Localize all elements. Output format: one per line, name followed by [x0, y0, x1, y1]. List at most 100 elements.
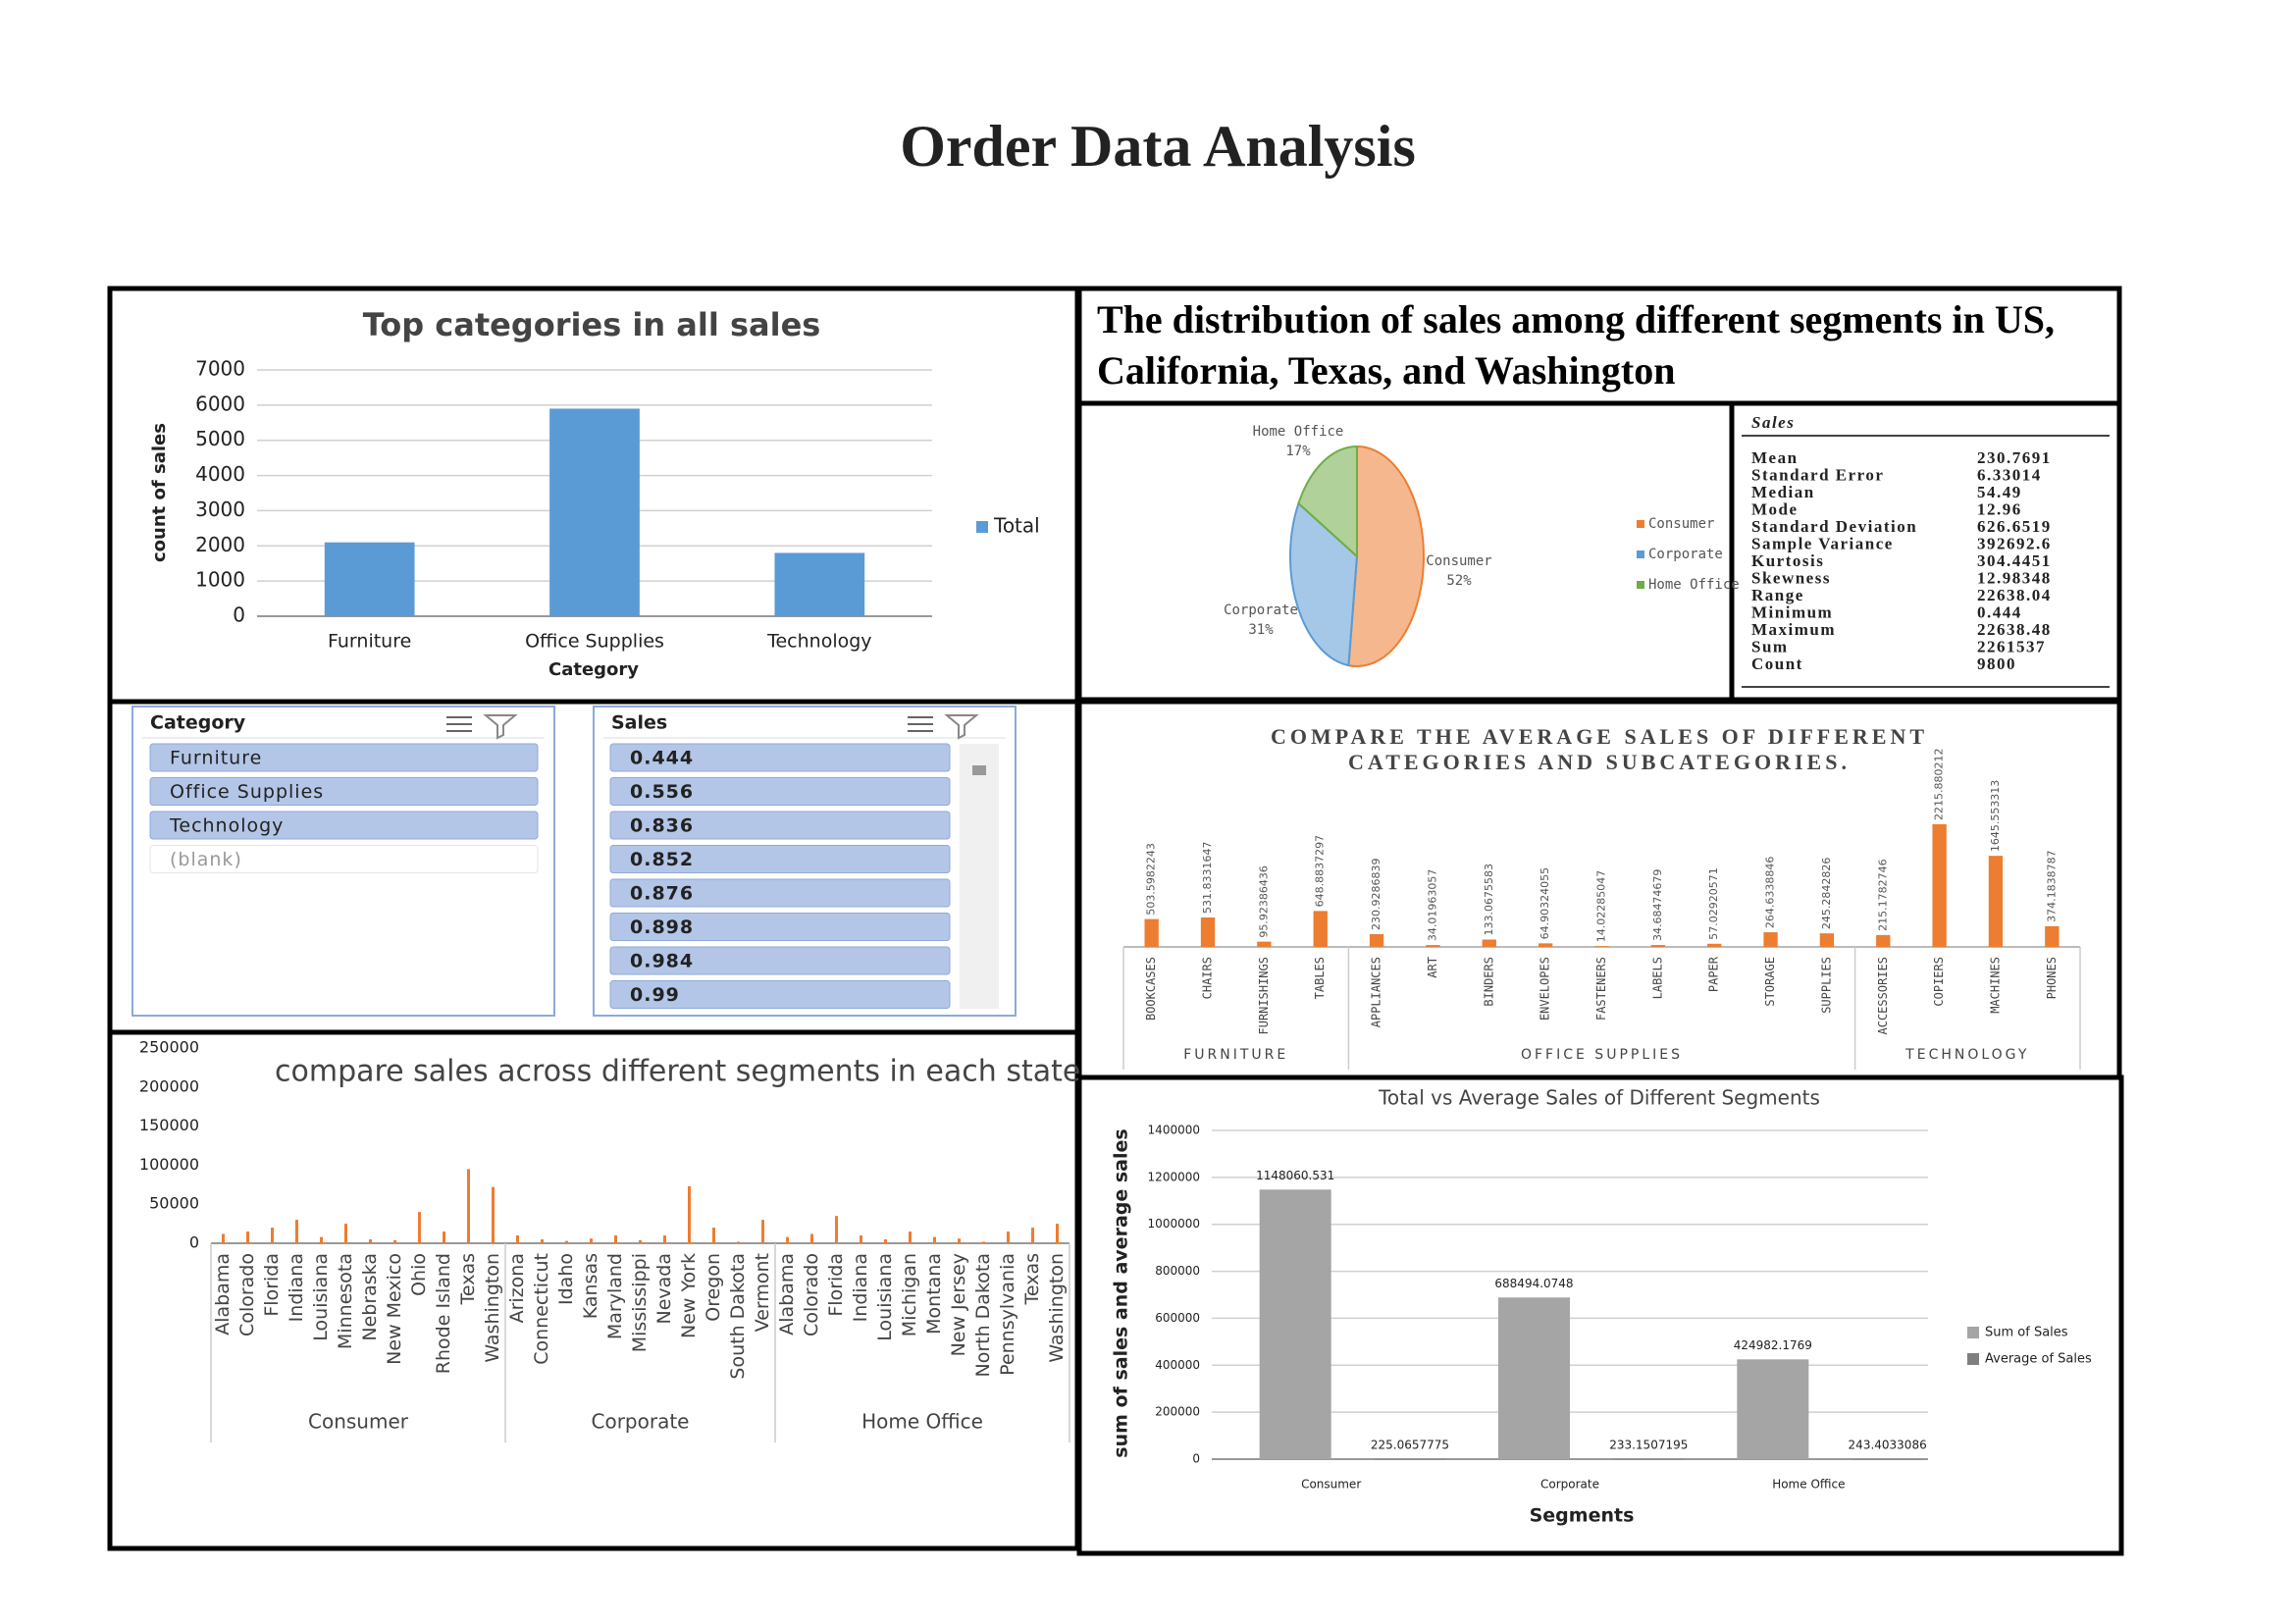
- data-label: 133.0675583: [1483, 864, 1495, 935]
- bar: [1144, 918, 1159, 947]
- slicer-item[interactable]: [149, 743, 539, 772]
- bar: [393, 1239, 396, 1243]
- slicer-item[interactable]: [609, 845, 951, 873]
- slicer-scrollbar[interactable]: [960, 744, 999, 1009]
- x-tick-label: Idaho: [555, 1253, 577, 1305]
- y-tick-label: 150000: [139, 1116, 199, 1134]
- pie-percent: 31%: [1248, 622, 1274, 638]
- data-label: 374.1838787: [2045, 850, 2058, 921]
- x-tick-label: BINDERS: [1482, 957, 1495, 1007]
- x-tick-label: Rhode Island: [433, 1253, 454, 1374]
- slicer-item-label[interactable]: 0.836: [630, 815, 694, 837]
- x-tick-label: PHONES: [2045, 957, 2059, 999]
- bar: [1374, 1458, 1446, 1460]
- slicer-item[interactable]: [149, 777, 539, 806]
- bar: [1369, 933, 1384, 947]
- data-label: 424982.1769: [1734, 1338, 1812, 1352]
- slicer-item-label[interactable]: 0.876: [630, 883, 694, 905]
- y-tick-label: 5000: [195, 427, 245, 450]
- y-tick-label: 400000: [1155, 1358, 1200, 1372]
- legend-swatch: [1637, 520, 1644, 528]
- slicer-item[interactable]: [609, 811, 951, 840]
- bar: [835, 1216, 838, 1243]
- bar: [1007, 1231, 1010, 1243]
- x-tick-label: Furniture: [328, 631, 411, 653]
- bar: [1257, 941, 1272, 947]
- stats-label: Range: [1751, 586, 1804, 604]
- bar: [1876, 934, 1891, 947]
- slicer-item-label[interactable]: 0.556: [630, 781, 694, 803]
- panel-frame: [1076, 1074, 2124, 1556]
- x-tick-label: COPIERS: [1932, 957, 1946, 1007]
- x-tick-label: Oregon: [703, 1253, 724, 1322]
- y-tick-label: 7000: [195, 357, 245, 381]
- bar: [761, 1220, 764, 1243]
- stats-value: 12.98348: [1977, 568, 2052, 587]
- bar: [663, 1235, 666, 1243]
- slicer-scroll-thumb[interactable]: [972, 765, 986, 775]
- slicer-item-label[interactable]: 0.852: [630, 849, 694, 870]
- x-tick-label: Kansas: [580, 1253, 601, 1319]
- x-tick-label: North Dakota: [972, 1253, 994, 1378]
- slicer-item-label[interactable]: Furniture: [170, 748, 262, 769]
- slicer-item-label[interactable]: Technology: [169, 815, 284, 837]
- slicer-multiselect-icon[interactable]: [446, 716, 472, 732]
- y-tick-label: 0: [1192, 1452, 1200, 1466]
- slicer-clear-icon[interactable]: [944, 714, 979, 740]
- legend-swatch: [1637, 581, 1644, 589]
- legend-swatch: [1967, 1327, 1979, 1338]
- slicer-item-label[interactable]: 0.984: [630, 951, 694, 972]
- slicer-item[interactable]: [149, 811, 539, 840]
- x-tick-label: Florida: [261, 1253, 283, 1317]
- pie-slice: [1347, 445, 1425, 667]
- group-label: Consumer: [308, 1410, 409, 1434]
- bar: [443, 1231, 445, 1243]
- bar: [467, 1169, 470, 1243]
- bar: [810, 1233, 813, 1243]
- slicer-item[interactable]: [609, 743, 951, 772]
- y-tick-label: 1400000: [1148, 1124, 1200, 1137]
- slicer-item-label[interactable]: 0.444: [630, 748, 694, 769]
- stats-label: Minimum: [1751, 602, 1833, 621]
- y-tick-label: 50000: [149, 1194, 199, 1213]
- bar: [1932, 824, 1947, 947]
- slicer-item[interactable]: [609, 913, 951, 941]
- pie-percent: 17%: [1285, 444, 1311, 459]
- slicer-item[interactable]: [609, 777, 951, 806]
- slicer-item[interactable]: [609, 980, 951, 1009]
- slicer-item[interactable]: [149, 845, 539, 873]
- y-tick-label: 0: [189, 1233, 199, 1252]
- y-tick-label: 6000: [195, 392, 245, 415]
- stats-value: 22638.48: [1977, 620, 2052, 639]
- data-label: 1645.553313: [1989, 780, 2002, 852]
- slicer-item-label[interactable]: 0.99: [630, 984, 680, 1006]
- slicer-item[interactable]: [609, 878, 951, 908]
- slicer-multiselect-icon[interactable]: [908, 716, 933, 732]
- slicer-item[interactable]: [609, 946, 951, 975]
- stats-value: 0.444: [1977, 602, 2022, 621]
- x-tick-label: New Jersey: [948, 1253, 969, 1356]
- page-title: Order Data Analysis: [900, 114, 1416, 179]
- stats-label: Skewness: [1751, 568, 1831, 587]
- x-tick-label: Colorado: [236, 1253, 258, 1336]
- y-axis-label: count of sales: [149, 423, 170, 562]
- slicer-title: Category: [150, 712, 246, 734]
- data-label: 95.92386436: [1257, 865, 1270, 937]
- x-tick-label: Ohio: [408, 1253, 430, 1296]
- bar: [982, 1241, 985, 1243]
- data-label: 648.8837297: [1314, 835, 1327, 907]
- bar: [418, 1212, 421, 1243]
- data-label: 34.01963057: [1426, 869, 1438, 941]
- bar: [344, 1224, 347, 1243]
- pie-slice: [1297, 445, 1358, 559]
- slicer-clear-icon[interactable]: [483, 714, 518, 740]
- bar: [1988, 856, 2004, 947]
- data-label: 57.02920571: [1707, 867, 1720, 939]
- data-label: 531.8331647: [1201, 842, 1214, 914]
- group-label: Home Office: [861, 1410, 983, 1434]
- x-tick-label: Louisiana: [310, 1253, 332, 1341]
- y-tick-label: 1000000: [1148, 1217, 1200, 1231]
- slicer-item-label[interactable]: 0.898: [630, 917, 694, 938]
- slicer-item-label[interactable]: (blank): [170, 849, 242, 870]
- slicer-item-label[interactable]: Office Supplies: [170, 781, 324, 803]
